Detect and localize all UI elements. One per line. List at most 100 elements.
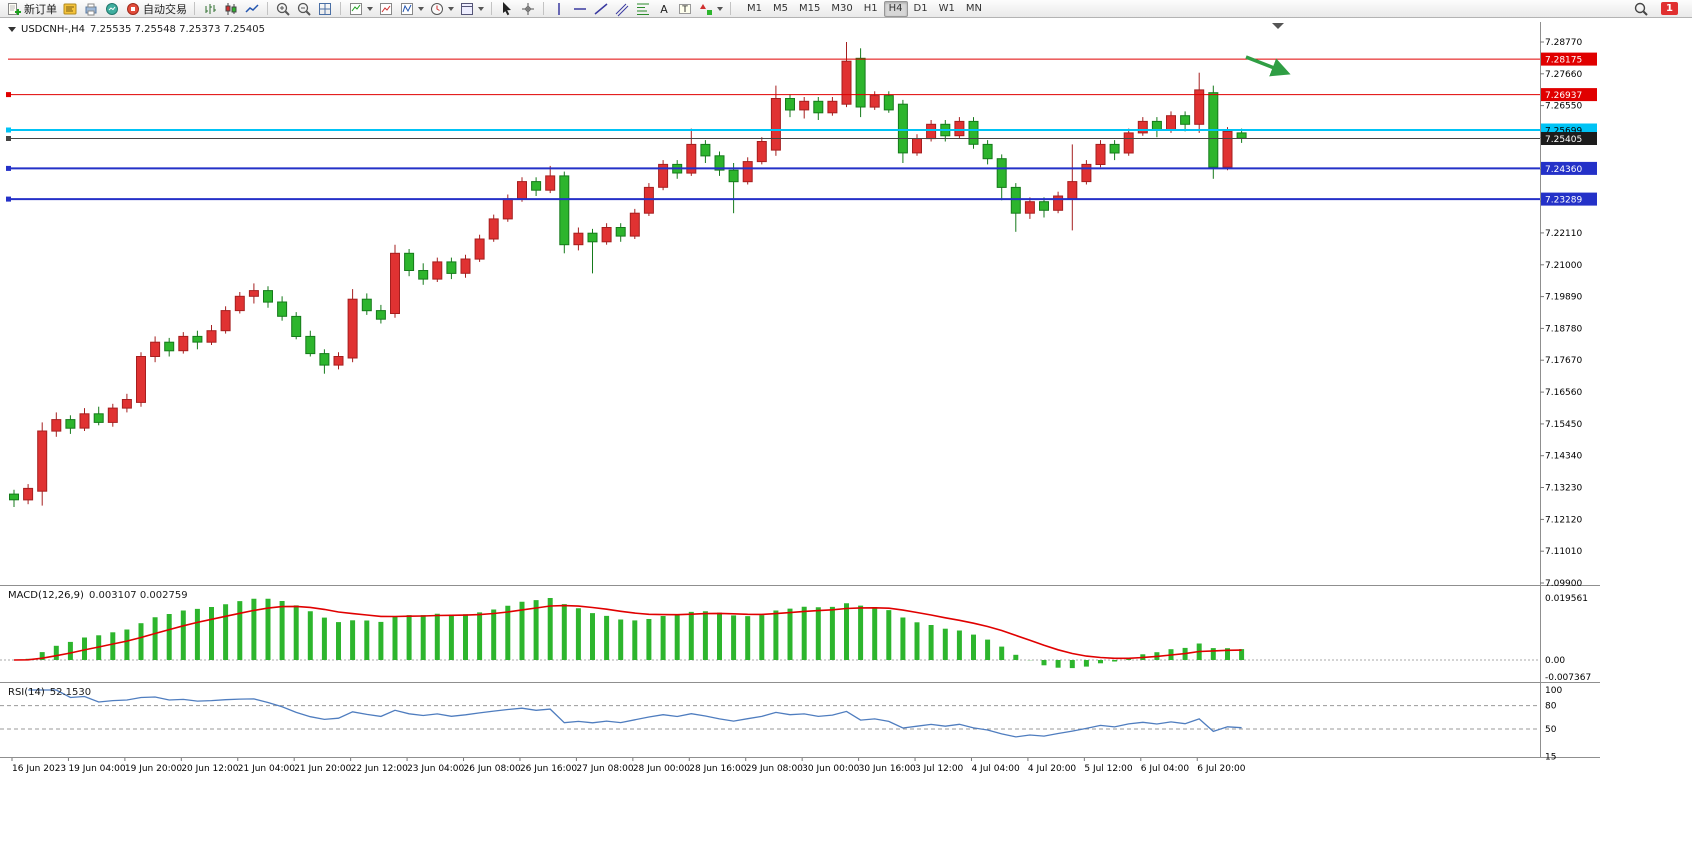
svg-text:22 Jun 12:00: 22 Jun 12:00 — [351, 764, 408, 774]
candlestick-chart-button[interactable] — [221, 1, 241, 17]
macd-axis-label: -0.007367 — [1545, 673, 1591, 683]
autotrade-button[interactable]: 自动交易 — [123, 1, 189, 17]
price-tag: 7.28175 — [1541, 52, 1597, 66]
dropdown-arrow-icon — [418, 6, 424, 11]
svg-text:4 Jul 04:00: 4 Jul 04:00 — [971, 764, 1020, 774]
timeframe-m30-button[interactable]: M30 — [831, 2, 853, 14]
timeframe-w1-button[interactable]: W1 — [938, 2, 955, 14]
svg-text:26 Jun 16:00: 26 Jun 16:00 — [520, 764, 577, 774]
cursor-icon — [503, 1, 511, 15]
horizontal-lines-layer[interactable]: 7.28175 7.26937 7.25699 7.24360 7.23289 7.254… — [6, 52, 1597, 206]
vertical-line-button[interactable] — [549, 1, 569, 17]
svg-text:7.24360: 7.24360 — [1545, 165, 1582, 175]
autotrade-label: 自动交易 — [143, 2, 187, 16]
metaeditor-button[interactable] — [60, 1, 80, 17]
timeframe-mn-button[interactable]: MN — [965, 2, 982, 14]
crosshair-icon — [522, 2, 534, 15]
svg-text:28 Jun 00:00: 28 Jun 00:00 — [633, 764, 690, 774]
svg-text:19 Jun 20:00: 19 Jun 20:00 — [125, 764, 182, 774]
print-button[interactable] — [81, 1, 101, 17]
chart-header: USDCNH-,H4 7.25535 7.25548 7.25373 7.254… — [8, 24, 265, 35]
svg-text:A: A — [660, 3, 668, 16]
search-button[interactable] — [1631, 1, 1651, 17]
price-chart-svg[interactable]: 7.287707.276607.265507.254407.243307.232… — [0, 18, 1692, 844]
periods-button[interactable] — [427, 1, 456, 17]
bar-chart-button[interactable] — [200, 1, 220, 17]
rsi-pane[interactable]: 100 80 50 15 — [0, 686, 1562, 762]
zoom-out-icon — [297, 2, 311, 16]
chart-window[interactable]: 7.287707.276607.265507.254407.243307.232… — [0, 18, 1692, 844]
crosshair-button[interactable] — [518, 1, 538, 17]
autotrade-icon — [127, 2, 139, 15]
chart-shift-marker[interactable] — [1272, 23, 1284, 29]
svg-text:4 Jul 20:00: 4 Jul 20:00 — [1028, 764, 1077, 774]
svg-text:7.19890: 7.19890 — [1545, 293, 1582, 303]
rsi-axis-label: 15 — [1545, 752, 1556, 762]
fibo-icon — [637, 3, 649, 15]
fibonacci-button[interactable] — [633, 1, 653, 17]
one-click-trading-toggle[interactable] — [8, 27, 16, 32]
print-icon — [85, 3, 97, 15]
svg-text:7.11010: 7.11010 — [1545, 547, 1582, 557]
svg-text:6 Jul 20:00: 6 Jul 20:00 — [1197, 764, 1246, 774]
timeframe-h4-button[interactable]: H4 — [883, 0, 908, 17]
indicators-button[interactable] — [346, 1, 375, 17]
trendline-button[interactable] — [591, 1, 611, 17]
svg-text:27 Jun 08:00: 27 Jun 08:00 — [576, 764, 633, 774]
new-order-button[interactable]: 新订单 — [4, 1, 59, 17]
toolbar-separator — [543, 2, 544, 15]
svg-text:7.12120: 7.12120 — [1545, 515, 1582, 525]
svg-text:16 Jun 2023: 16 Jun 2023 — [12, 764, 66, 774]
macd-indicator-name: MACD(12,26,9) — [8, 590, 84, 601]
tile-windows-button[interactable] — [315, 1, 335, 17]
line-handle — [6, 136, 11, 141]
svg-text:7.15450: 7.15450 — [1545, 420, 1582, 430]
cursor-button[interactable] — [497, 1, 517, 17]
templates-button[interactable] — [457, 1, 486, 17]
macd-axis-label: 0.019561 — [1545, 594, 1588, 604]
timeframe-h1-button[interactable]: H1 — [863, 2, 878, 14]
svg-text:7.13230: 7.13230 — [1545, 484, 1582, 494]
grid-icon — [319, 2, 331, 15]
svg-text:7.18780: 7.18780 — [1545, 324, 1582, 334]
market-watch-button[interactable] — [102, 1, 122, 17]
shapes-icon — [700, 3, 712, 15]
dropdown-arrow-icon — [448, 6, 454, 11]
arrows-button[interactable] — [696, 1, 725, 17]
chart-objects-button[interactable] — [397, 1, 426, 17]
timeframe-d1-button[interactable]: D1 — [913, 2, 928, 14]
horizontal-line-button[interactable] — [570, 1, 590, 17]
add-indicator-button[interactable] — [376, 1, 396, 17]
svg-text:7.25699: 7.25699 — [1545, 127, 1582, 137]
zoom-in-icon — [276, 2, 290, 16]
svg-text:7.21000: 7.21000 — [1545, 261, 1582, 271]
candles-layer[interactable] — [9, 42, 1247, 507]
timeframe-m5-button[interactable]: M5 — [773, 2, 788, 14]
line-handle — [6, 165, 11, 171]
equidistant-channel-button[interactable] — [612, 1, 632, 17]
price-tag: 7.23289 — [1541, 192, 1597, 206]
rsi-indicator-value: 52.1530 — [49, 687, 92, 698]
chart-green-icon — [350, 2, 362, 15]
notification-badge[interactable]: 1 — [1661, 2, 1678, 15]
svg-text:7.25405: 7.25405 — [1545, 135, 1582, 145]
macd-axis-label: 0.00 — [1545, 656, 1565, 666]
svg-text:7.14340: 7.14340 — [1545, 452, 1582, 462]
price-tag: 7.25405 — [1541, 132, 1597, 145]
line-chart-button[interactable] — [242, 1, 262, 17]
zoom-in-button[interactable] — [273, 1, 293, 17]
textT-icon: T — [679, 3, 691, 15]
dropdown-arrow-icon — [367, 6, 373, 11]
svg-text:7.27660: 7.27660 — [1545, 70, 1582, 80]
trend-arrow-annotation[interactable] — [1245, 55, 1291, 77]
svg-text:7.28770: 7.28770 — [1545, 38, 1582, 48]
new-order-label: 新订单 — [24, 2, 57, 16]
text-button[interactable]: A — [654, 1, 674, 17]
template-icon — [461, 2, 473, 15]
timeframe-m1-button[interactable]: M1 — [747, 2, 762, 14]
tline-icon — [594, 2, 608, 15]
zoom-out-button[interactable] — [294, 1, 314, 17]
text-label-button[interactable]: T — [675, 1, 695, 17]
timeframe-m15-button[interactable]: M15 — [799, 2, 821, 14]
macd-pane[interactable]: 0.019561 0.00 -0.007367 — [0, 594, 1591, 683]
